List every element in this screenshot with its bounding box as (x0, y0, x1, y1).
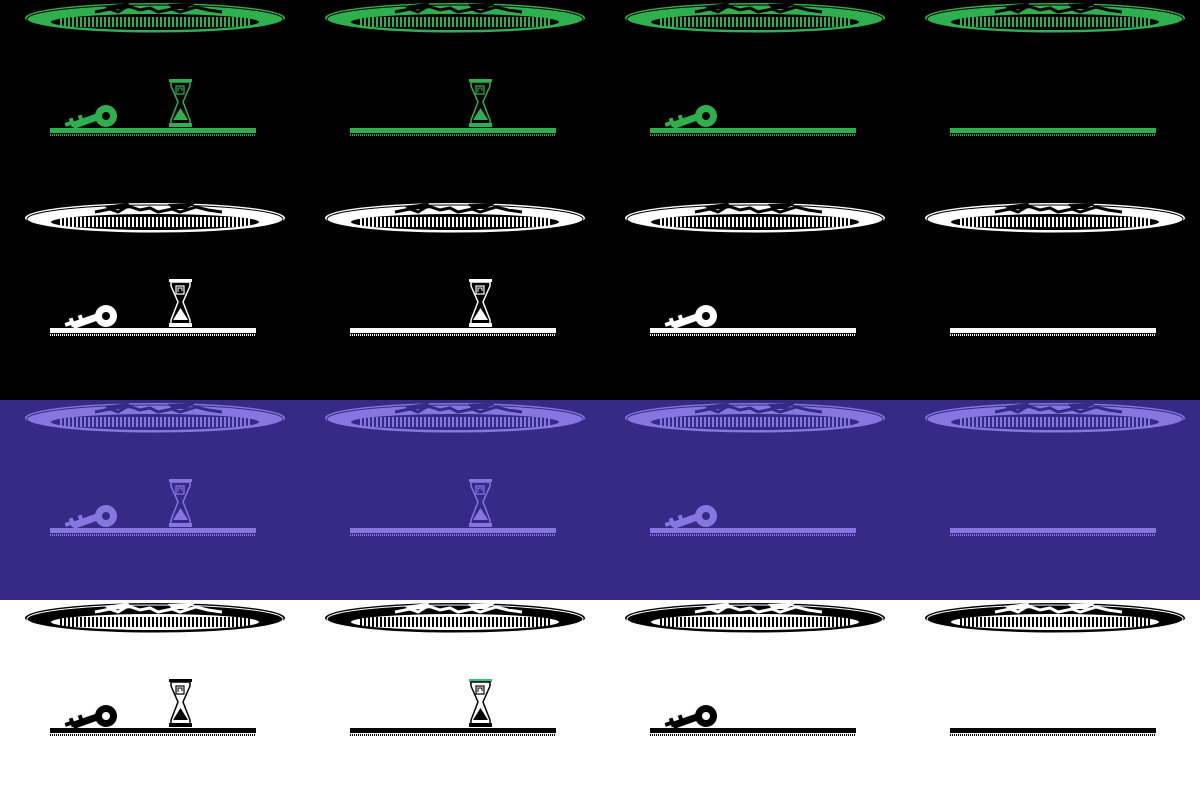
floor-ledge (650, 728, 856, 736)
sprite-frame-1 (0, 0, 300, 200)
key-icon (664, 705, 717, 729)
portal-ellipse-icon (25, 403, 285, 434)
floor-ledge (350, 528, 556, 536)
hourglass-icon (169, 279, 192, 327)
floor-ledge (350, 128, 556, 136)
key-icon (64, 705, 117, 729)
floor-ledge (350, 728, 556, 736)
palette-band-green-on-black (0, 0, 1200, 200)
sprite-frame-4 (900, 400, 1200, 600)
hourglass-icon (469, 679, 492, 727)
portal-ellipse-icon (925, 403, 1185, 434)
portal-ellipse-icon (25, 603, 285, 634)
hourglass-icon (169, 479, 192, 527)
sprite-frame-3 (600, 0, 900, 200)
key-icon (664, 105, 717, 129)
portal-ellipse-icon (925, 3, 1185, 34)
portal-ellipse-icon (625, 203, 885, 234)
portal-ellipse-icon (25, 3, 285, 34)
sprite-frame-1 (0, 400, 300, 600)
portal-ellipse-icon (325, 603, 585, 634)
sprite-frame-2 (300, 200, 600, 400)
floor-ledge (50, 128, 256, 136)
sprite-frame-2 (300, 0, 600, 200)
floor-ledge (950, 328, 1156, 336)
sprite-frame-4 (900, 600, 1200, 800)
portal-ellipse-icon (325, 3, 585, 34)
floor-ledge (50, 328, 256, 336)
floor-ledge (50, 728, 256, 736)
key-icon (64, 505, 117, 529)
key-icon (664, 505, 717, 529)
sprite-frame-1 (0, 600, 300, 800)
key-icon (64, 305, 117, 329)
key-icon (64, 105, 117, 129)
portal-ellipse-icon (925, 603, 1185, 634)
sprite-frame-3 (600, 400, 900, 600)
hourglass-icon (169, 679, 192, 727)
floor-ledge (50, 528, 256, 536)
floor-ledge (950, 128, 1156, 136)
portal-ellipse-icon (925, 203, 1185, 234)
sprite-frame-4 (900, 0, 1200, 200)
sprite-frame-1 (0, 200, 300, 400)
floor-ledge (950, 528, 1156, 536)
floor-ledge (650, 128, 856, 136)
portal-ellipse-icon (625, 403, 885, 434)
hourglass-icon (469, 79, 492, 127)
portal-ellipse-icon (325, 203, 585, 234)
portal-ellipse-icon (625, 603, 885, 634)
sprite-frame-3 (600, 200, 900, 400)
portal-ellipse-icon (325, 403, 585, 434)
floor-ledge (650, 528, 856, 536)
palette-band-white-on-black (0, 200, 1200, 400)
sprite-frame-2 (300, 600, 600, 800)
floor-ledge (350, 328, 556, 336)
hourglass-icon (469, 479, 492, 527)
floor-ledge (650, 328, 856, 336)
hourglass-icon (169, 79, 192, 127)
key-icon (664, 305, 717, 329)
portal-ellipse-icon (625, 3, 885, 34)
portal-ellipse-icon (25, 203, 285, 234)
hourglass-icon (469, 279, 492, 327)
palette-band-black-on-white (0, 600, 1200, 800)
sprite-frame-4 (900, 200, 1200, 400)
sprite-frame-2 (300, 400, 600, 600)
palette-band-lavender-on-indigo (0, 400, 1200, 600)
sprite-frame-3 (600, 600, 900, 800)
floor-ledge (950, 728, 1156, 736)
